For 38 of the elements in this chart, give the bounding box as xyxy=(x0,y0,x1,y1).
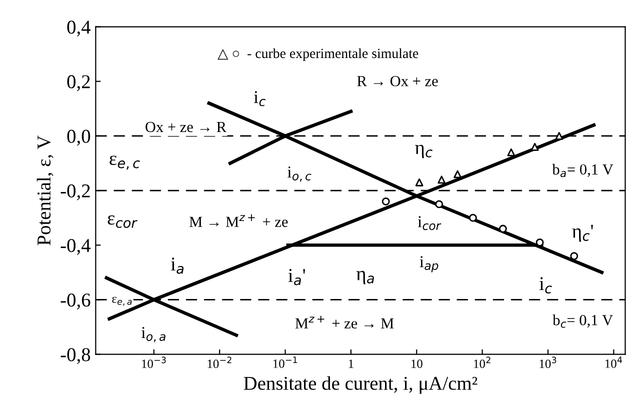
annotation: △ ○ - curbe experimentale simulate xyxy=(218,48,418,61)
x-axis-title: Densitate de curent, i, μA/cm² xyxy=(244,376,478,394)
x-tick-label: 10 xyxy=(411,360,422,368)
annotation: i$_{o,c}$ xyxy=(288,166,312,182)
annotation: η$_{c}$' xyxy=(572,224,593,242)
y-tick-label: 0,0 xyxy=(67,130,90,146)
y-tick-label: -0,8 xyxy=(60,348,90,364)
annotation: i$_{c}$ xyxy=(254,91,266,106)
y-tick-label: 0,4 xyxy=(67,20,91,37)
annotation: i$_{a}$ xyxy=(170,258,184,274)
annotation: M$^{z+}$ + ze → M xyxy=(295,316,394,329)
annotation: i$_{c}$ xyxy=(539,277,552,294)
annotation: ε$_{e,a}$ xyxy=(112,296,132,306)
annotation: ε$_{e,c}$ xyxy=(110,156,140,170)
annotation: Ox + ze → R xyxy=(146,122,226,132)
x-tick-label: 1 xyxy=(348,360,354,368)
annotation: ε$_{cor}$ xyxy=(108,215,138,228)
annotation: M → M$^{z+}$ + ze xyxy=(189,214,288,227)
annotation: η$_{c}$ xyxy=(415,144,432,158)
annotation: i$_{o,a}$ xyxy=(141,327,166,342)
annotation: i$_{cor}$ xyxy=(418,216,442,230)
annotation: i$_{ap}$ xyxy=(420,256,438,272)
annotation: R → Ox + ze xyxy=(357,76,438,86)
y-tick-label: -0,4 xyxy=(60,238,91,255)
annotation: i$_{a}$' xyxy=(288,268,306,286)
x-tick-label: 10$^{3}$ xyxy=(540,356,556,368)
x-tick-label: 10$^{−3}$ xyxy=(142,356,166,368)
y-axis-title: Potential, ε, V xyxy=(36,136,54,246)
x-tick-label: 10$^{4}$ xyxy=(605,356,622,368)
x-tick-label: 10$^{−1}$ xyxy=(273,356,298,368)
x-tick-label: 10$^{−2}$ xyxy=(208,356,232,368)
y-tick-label: -0,2 xyxy=(60,184,90,200)
annotation: b$_{c}$= 0,1 V xyxy=(552,314,613,328)
annotation: b$_{a}$= 0,1 V xyxy=(552,164,614,178)
y-tick-label: 0,2 xyxy=(67,75,90,92)
annotation: η$_{a}$ xyxy=(356,270,374,284)
x-tick-label: 10$^{2}$ xyxy=(474,356,490,368)
y-tick-label: -0,6 xyxy=(60,294,90,310)
